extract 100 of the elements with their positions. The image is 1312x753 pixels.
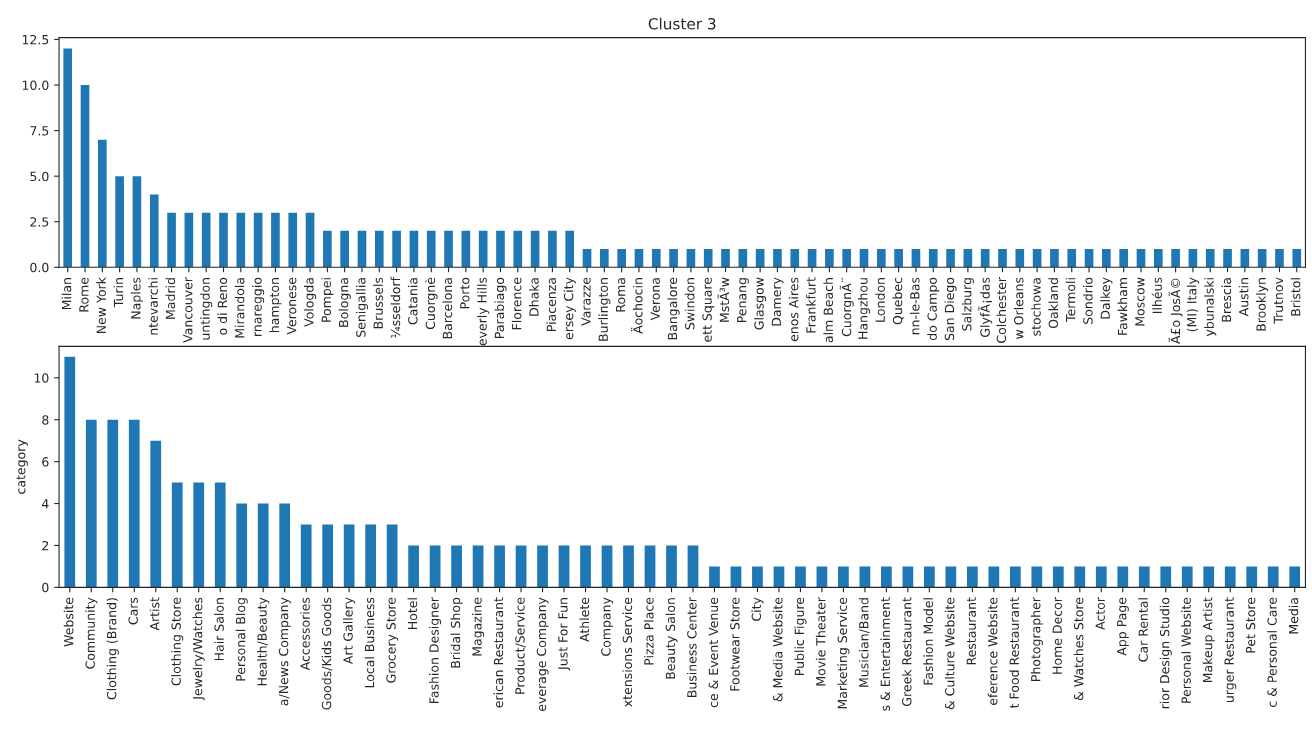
bar — [1188, 249, 1198, 268]
x-tick-label: Photographer — [1030, 597, 1043, 681]
x-tick-label: Moscow — [1135, 277, 1145, 326]
bar — [201, 212, 211, 268]
bar — [149, 194, 159, 268]
y-tick-label: 4 — [41, 499, 49, 509]
x-tick-label: Barcelona — [442, 278, 453, 339]
chart-title: Cluster 3 — [648, 17, 716, 30]
x-tick-label: & Culture Website — [944, 597, 955, 710]
bar — [1289, 566, 1301, 588]
bar — [902, 566, 914, 588]
x-tick-label: Restaurant — [966, 597, 976, 665]
bar — [1257, 249, 1267, 268]
bar — [1275, 249, 1284, 268]
x-tick-label: Magazine — [472, 597, 485, 656]
bar — [496, 230, 505, 268]
x-tick-label: Hair Salon — [214, 598, 224, 661]
x-tick-label: Cuorgnè — [424, 277, 438, 330]
x-tick-label: hampton — [269, 278, 282, 333]
bar — [1102, 249, 1111, 268]
x-tick-label: Car Rental — [1138, 598, 1148, 662]
bar — [709, 566, 720, 588]
bar — [150, 440, 162, 588]
bar — [478, 230, 488, 268]
x-tick-label: Dhaka — [529, 278, 539, 316]
bar — [838, 566, 849, 588]
x-tick-label: Actor — [1095, 597, 1105, 630]
bar — [966, 566, 978, 588]
bar — [558, 545, 570, 588]
x-tick-label: everage Company — [536, 597, 549, 712]
x-tick-label: ybunalski — [1204, 278, 1217, 337]
bar — [236, 212, 246, 268]
x-tick-label: Hangzhou — [857, 278, 871, 339]
x-tick-label: Personal Website — [1181, 597, 1191, 703]
bar — [721, 249, 730, 268]
x-tick-label: (MI) Italy — [1186, 277, 1199, 332]
bar — [601, 545, 613, 588]
x-tick-label: w Orleans — [1013, 277, 1024, 339]
x-tick-label: Health/Beauty — [257, 597, 270, 686]
bar — [1031, 566, 1043, 588]
x-tick-label: nn-le-Bas — [909, 277, 920, 335]
bar — [928, 249, 938, 268]
bar — [582, 249, 592, 268]
x-tick-label: Mirandola — [234, 278, 245, 338]
bar — [1246, 566, 1258, 588]
x-tick-label: do Campo — [927, 277, 940, 341]
bar — [565, 230, 575, 268]
x-tick-label: Rome — [79, 277, 89, 312]
x-tick-label: Local Business — [364, 597, 375, 688]
bar — [623, 545, 634, 588]
bar — [1015, 249, 1025, 268]
bar — [167, 212, 176, 268]
x-tick-label: City — [751, 597, 764, 621]
x-tick-label: Artist — [149, 597, 160, 631]
x-tick-label: Musician/Band — [858, 598, 870, 687]
bar — [1138, 566, 1150, 588]
bar — [374, 230, 384, 268]
bar — [1074, 566, 1086, 588]
bar — [472, 545, 484, 588]
x-tick-label: Turin — [113, 278, 124, 308]
bar — [392, 230, 401, 268]
y-tick-label: 10 — [34, 373, 49, 383]
x-tick-label: untingdon — [200, 278, 213, 340]
bar — [1203, 566, 1215, 588]
x-tick-label: GlyfÃ¡das — [978, 277, 993, 337]
x-tick-label: San Diego — [944, 277, 957, 341]
x-tick-label: Public Figure — [794, 597, 807, 675]
bar — [365, 524, 377, 588]
x-tick-label: o di Reno — [217, 277, 228, 335]
y-tick-label: 8 — [42, 415, 49, 425]
bar — [730, 566, 742, 588]
x-tick-label: Hotel — [407, 598, 418, 629]
x-tick-label: xtensions Service — [622, 597, 633, 707]
bar — [1160, 566, 1172, 588]
bar — [461, 230, 471, 268]
x-tick-label: Bridal Shop — [450, 597, 463, 668]
x-tick-label: Jewelry/Watches — [192, 597, 205, 701]
bar — [63, 48, 73, 268]
bar — [795, 566, 806, 588]
x-tick-label: Milan — [61, 278, 72, 310]
bar — [386, 524, 398, 588]
x-tick-label: Dalkey — [1100, 277, 1113, 319]
x-tick-label: Vologda — [304, 278, 317, 327]
bar — [451, 545, 462, 588]
bar — [773, 566, 785, 588]
x-tick-label: alm Beach — [823, 278, 834, 343]
x-tick-label: Verona — [650, 278, 660, 321]
x-tick-label: Business Center — [686, 597, 697, 697]
bar — [1224, 566, 1236, 588]
bar — [911, 249, 921, 268]
x-tick-label: Media — [1288, 598, 1299, 634]
y-tick-label: 2.5 — [30, 217, 49, 227]
x-tick-label: s & Entertainment — [880, 597, 891, 711]
bar — [537, 545, 548, 588]
bar — [219, 212, 228, 268]
bar — [340, 230, 349, 268]
x-tick-label: CuorgnÃ¨ — [839, 278, 854, 337]
x-tick-label: ce & Event Venue — [708, 597, 719, 708]
bar — [1032, 249, 1042, 268]
x-tick-label: Varazze — [581, 277, 591, 326]
